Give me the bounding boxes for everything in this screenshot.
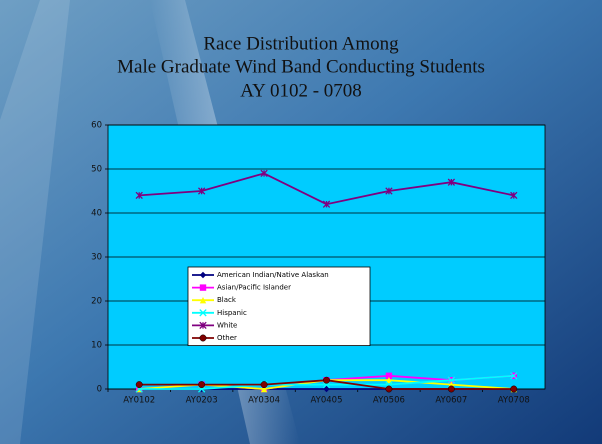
marker [447,376,456,384]
legend-label: Black [217,296,237,304]
marker [199,321,207,330]
x-tick-label: AY0506 [373,396,405,406]
marker [447,385,455,393]
title-line: Race Distribution Among [203,33,399,54]
y-tick-label: 20 [91,297,102,307]
marker [260,381,268,389]
marker [199,284,207,291]
marker [323,376,330,384]
x-tick-label: AY0203 [186,396,218,406]
legend-label: Other [217,334,237,342]
marker [135,191,143,200]
y-tick-label: 10 [91,341,102,351]
y-tick-label: 30 [91,253,102,263]
y-tick-label: 40 [91,209,102,219]
marker [385,187,393,195]
marker [510,385,518,393]
title-line: Male Graduate Wind Band Conducting Stude… [117,56,485,77]
marker [198,381,206,389]
marker [385,372,393,379]
marker [385,385,393,393]
y-tick-label: 0 [97,385,102,395]
legend-label: White [217,321,237,329]
x-tick-label: AY0304 [248,396,280,406]
marker [199,297,207,304]
title-line: AY 0102 - 0708 [240,80,362,101]
x-tick-label: AY0405 [311,396,343,406]
marker [260,385,268,393]
marker [447,178,456,186]
light-streak [0,0,70,444]
marker [385,377,393,384]
y-tick-label: 60 [91,121,102,131]
legend-label: Asian/Pacific Islander [217,284,291,292]
x-tick-label: AY0607 [435,396,467,406]
marker [197,187,206,195]
x-tick-label: AY0102 [123,396,155,406]
marker [260,169,268,178]
legend-label: Hispanic [217,309,247,317]
legend [187,266,371,346]
legend-label: American Indian/Native Alaskan [217,271,329,279]
y-tick-label: 50 [91,165,102,175]
marker [135,381,143,389]
marker [322,200,331,208]
marker [510,372,518,380]
marker [510,191,518,200]
marker [199,334,207,342]
marker [323,385,330,393]
marker [199,271,207,279]
marker [199,309,207,317]
x-tick-label: AY0708 [498,396,530,406]
